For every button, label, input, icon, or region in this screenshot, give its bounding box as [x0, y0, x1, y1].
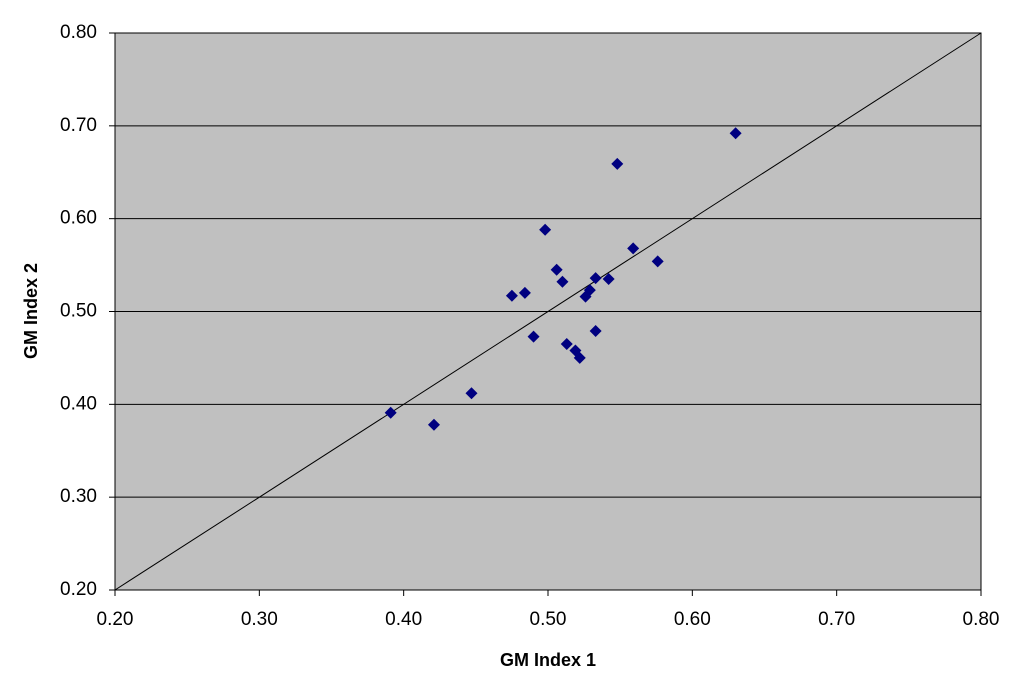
point — [651, 255, 664, 268]
x-axis-title: GM Index 1 — [500, 650, 596, 670]
y-tick-label: 0.60 — [60, 208, 97, 229]
x-tick-label: 0.50 — [530, 609, 567, 630]
y-tick-label: 0.40 — [60, 393, 97, 414]
point — [465, 387, 478, 400]
point — [539, 223, 552, 236]
x-tick-label: 0.60 — [674, 609, 711, 630]
y-tick-label: 0.30 — [60, 486, 97, 507]
point — [427, 418, 440, 431]
point — [518, 286, 531, 299]
point — [505, 289, 518, 302]
x-tick-label: 0.40 — [385, 609, 422, 630]
y-axis-title: GM Index 2 — [21, 263, 41, 359]
point — [589, 272, 602, 285]
y-tick-label: 0.50 — [60, 301, 97, 322]
point — [573, 351, 586, 364]
point — [583, 284, 596, 297]
point — [560, 337, 573, 350]
x-tick-label: 0.20 — [97, 609, 134, 630]
point — [527, 330, 540, 343]
identity-line — [114, 32, 982, 591]
point — [602, 273, 615, 286]
x-tick-label: 0.70 — [818, 609, 855, 630]
x-tick-label: 0.30 — [241, 609, 278, 630]
point — [729, 127, 742, 140]
y-tick-label: 0.20 — [60, 579, 97, 600]
point — [550, 263, 563, 276]
point — [384, 406, 397, 419]
x-tick-label: 0.80 — [963, 609, 1000, 630]
y-tick-label: 0.80 — [60, 22, 97, 43]
point — [556, 275, 569, 288]
y-tick-label: 0.70 — [60, 115, 97, 136]
point — [589, 324, 602, 337]
point — [611, 157, 624, 170]
point — [627, 242, 640, 255]
